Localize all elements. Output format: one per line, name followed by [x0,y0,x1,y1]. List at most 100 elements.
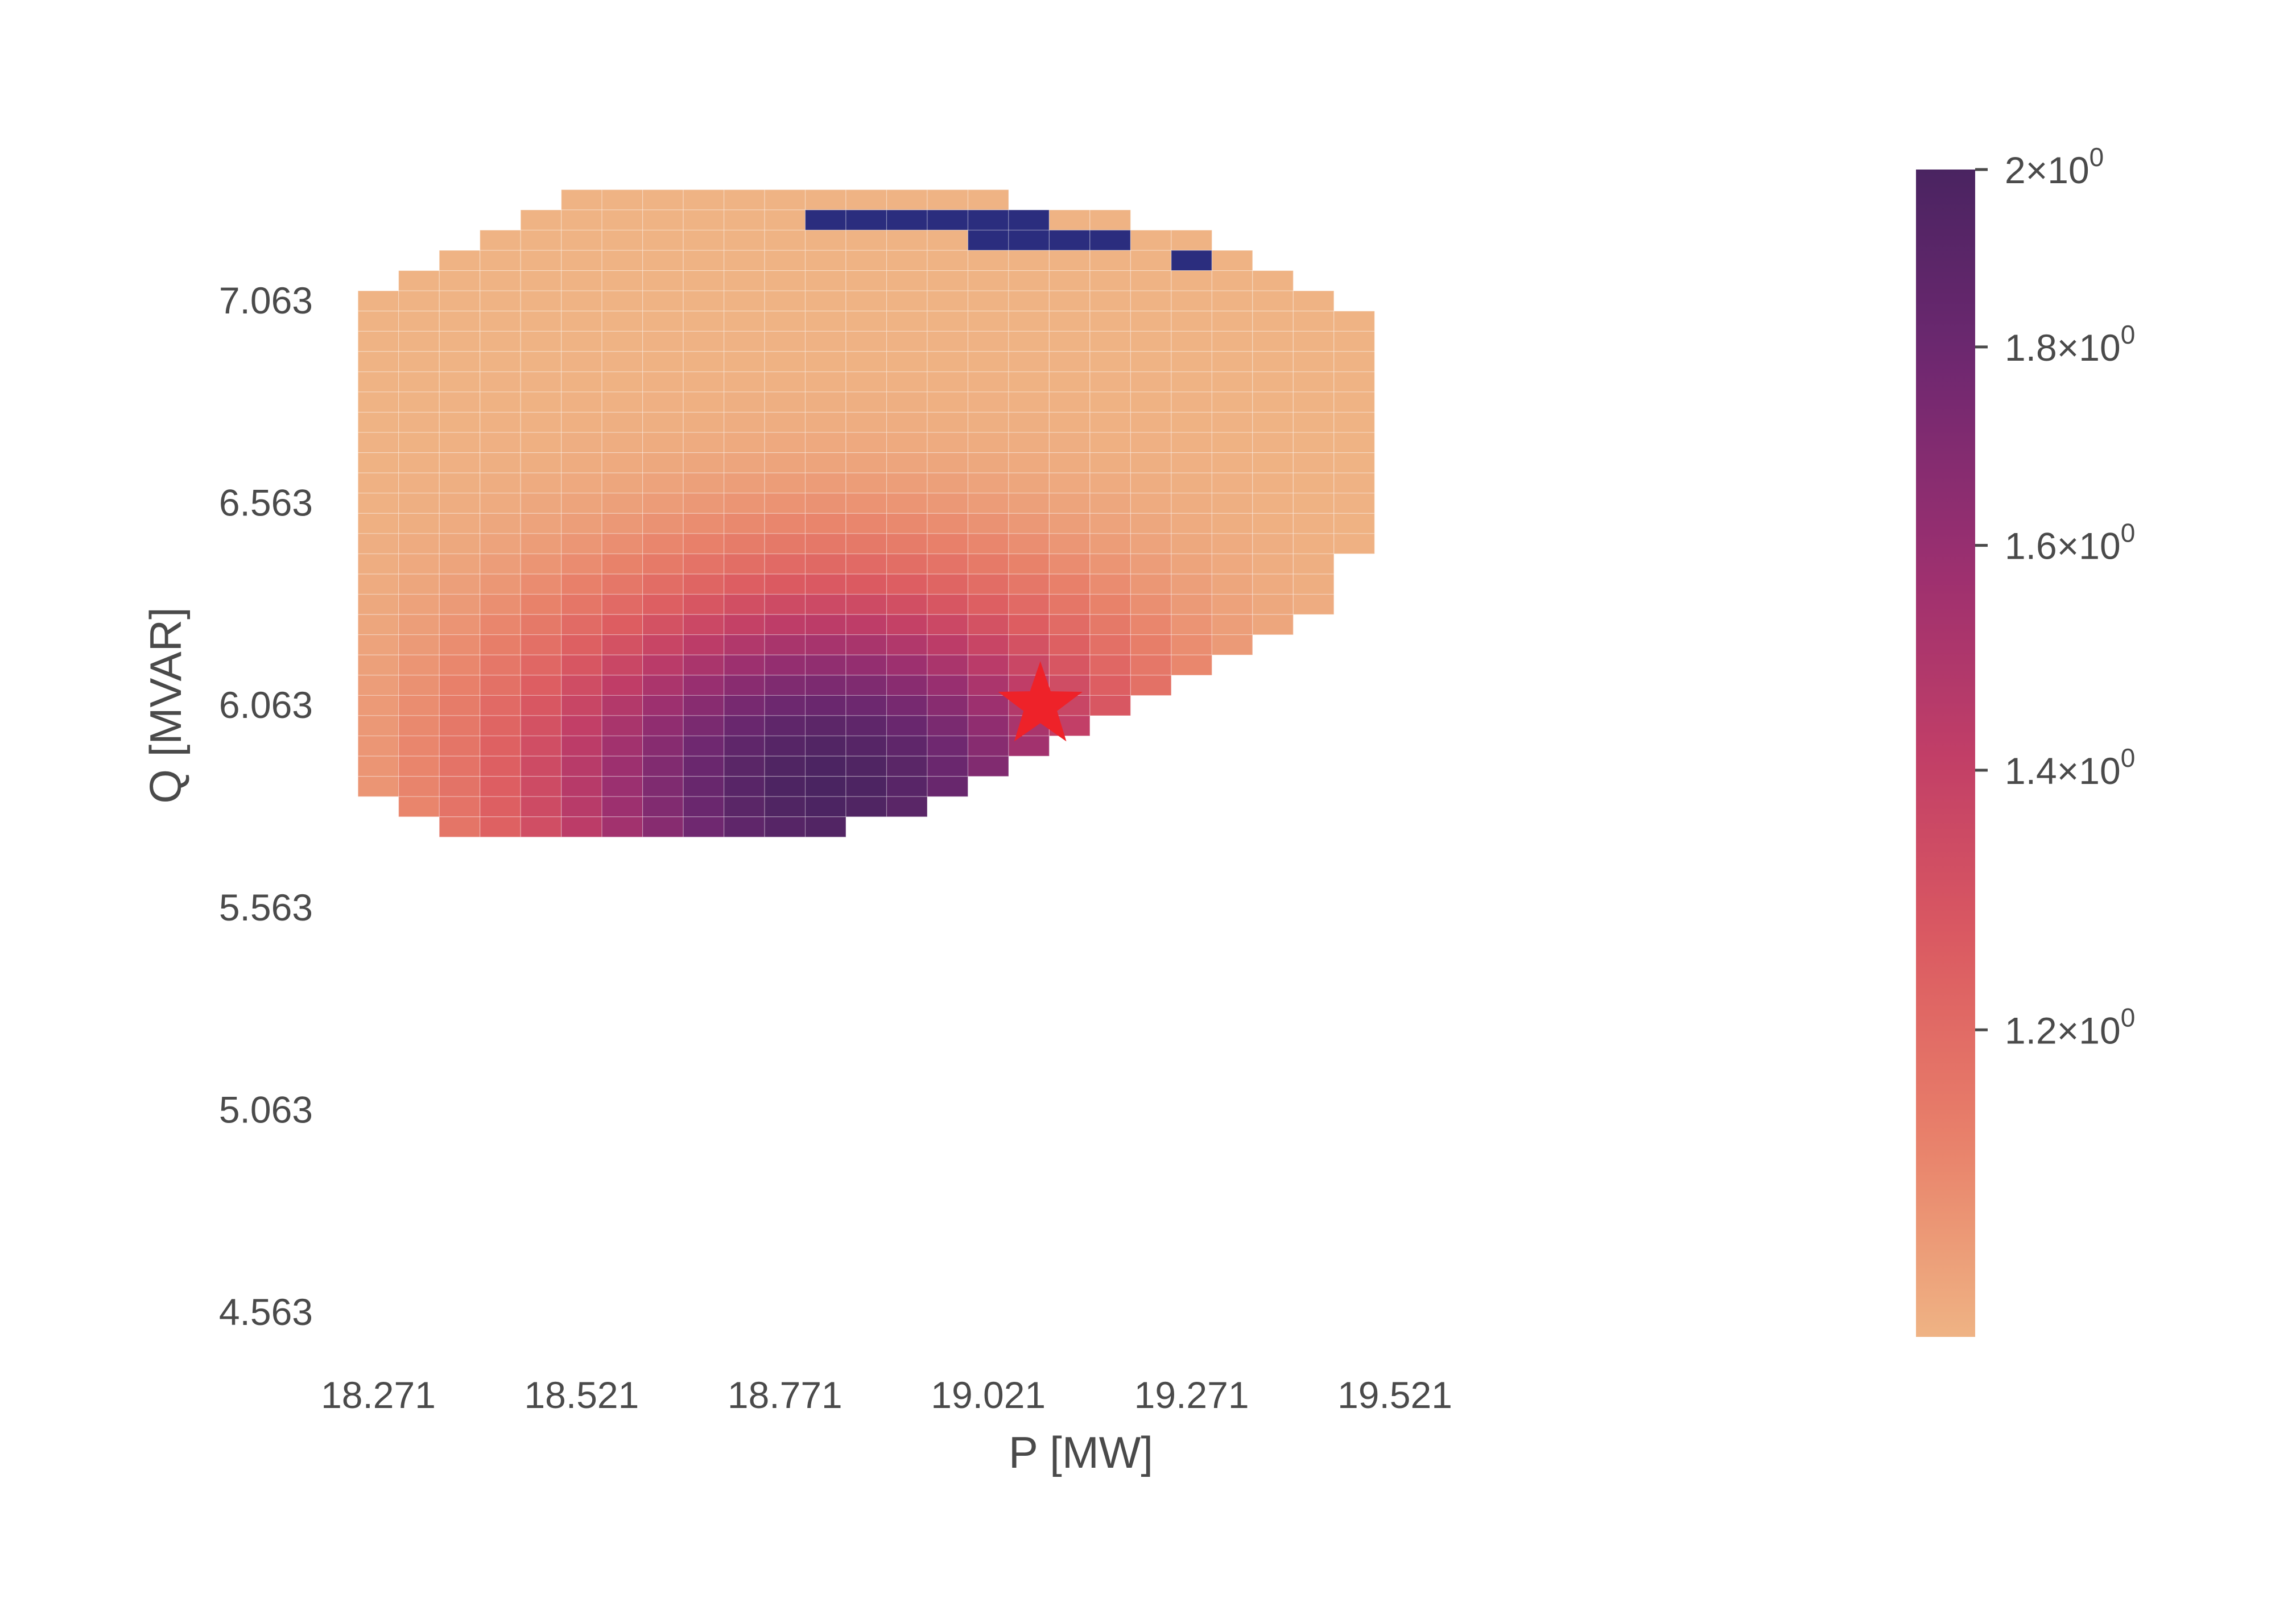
heatmap-cell [398,675,440,696]
heatmap-cell [1171,432,1212,453]
heatmap-cell [601,675,643,696]
heatmap-cell [886,351,928,373]
heatmap-cell [967,634,1009,655]
heatmap-cell [764,290,806,312]
heatmap-cell [804,371,846,393]
heatmap-cell [927,472,969,494]
heatmap-cell [1333,311,1375,332]
x-tick-label: 18.271 [321,1374,436,1416]
heatmap-cell [723,614,765,635]
heatmap-cell [398,513,440,534]
heatmap-cell [764,250,806,271]
heatmap-cell [804,553,846,575]
heatmap-cell [886,229,928,251]
heatmap-cell [1211,533,1253,555]
heatmap-cell [683,391,725,413]
heatmap-cell [927,553,969,575]
heatmap-cell [439,533,481,555]
heatmap-cell [1130,553,1172,575]
heatmap-cell [357,411,399,433]
heatmap-cell [1089,533,1132,555]
heatmap-cell [764,675,806,696]
heatmap-cell [642,472,684,494]
heatmap-cell [1089,411,1132,433]
heatmap-cell [398,573,440,595]
heatmap-cell [967,573,1009,595]
heatmap-cell [601,776,643,797]
heatmap-cell [439,411,481,433]
heatmap-cell [764,270,806,291]
heatmap-cell [1292,411,1335,433]
heatmap-cell [764,432,806,453]
heatmap-cell [357,432,399,453]
heatmap-cell [927,654,969,676]
heatmap-cell [967,432,1009,453]
heatmap-cell [683,250,725,271]
heatmap-cell [927,755,969,777]
heatmap-cell [1171,411,1212,433]
heatmap-cell [967,472,1009,494]
heatmap-cell [601,614,643,635]
heatmap-cell [723,351,765,373]
heatmap-cell [1130,513,1172,534]
heatmap-cell [561,553,602,575]
heatmap-cell [520,675,562,696]
heatmap-cell [398,634,440,655]
heatmap-cell [642,654,684,676]
heatmap-cell [1211,371,1253,393]
heatmap-cell [845,311,887,332]
heatmap-cell [845,189,887,210]
heatmap-cell [1089,472,1132,494]
heatmap-cell [845,270,887,291]
heatmap-cell [398,472,440,494]
heatmap-cell [601,634,643,655]
heatmap-cell [480,290,521,312]
heatmap-cell [1089,331,1132,352]
heatmap-cell [845,755,887,777]
marker-layer [998,661,1083,742]
heatmap-cell [1333,371,1375,393]
heatmap-cell [683,209,725,231]
heatmap-cell [480,351,521,373]
heatmap-cell [1171,593,1212,615]
heatmap-cell [845,493,887,514]
heatmap-cell [804,675,846,696]
heatmap-cell [1292,533,1335,555]
heatmap-cell [1008,472,1050,494]
heatmap-cells [357,189,1375,838]
heatmap-cell [886,432,928,453]
heatmap-cell [601,229,643,251]
x-axis-label: P [MW] [1009,1427,1153,1477]
heatmap-cell [1089,229,1132,251]
heatmap-cell [561,593,602,615]
heatmap-cell [927,614,969,635]
heatmap-cell [723,189,765,210]
heatmap-cell [642,695,684,716]
heatmap-cell [927,331,969,352]
heatmap-cell [927,452,969,473]
heatmap-cell [804,573,846,595]
x-tick-label: 18.771 [728,1374,843,1416]
heatmap-cell [723,735,765,757]
heatmap-cell [723,573,765,595]
heatmap-cell [357,715,399,737]
heatmap-cell [886,735,928,757]
colorbar [1916,170,1975,1337]
heatmap-cell [520,411,562,433]
heatmap-cell [439,331,481,352]
heatmap-cell [1048,654,1091,676]
heatmap-cell [439,290,481,312]
heatmap-cell [561,229,602,251]
x-tick-label: 19.021 [931,1374,1046,1416]
heatmap-cell [967,331,1009,352]
heatmap-cell [1292,290,1335,312]
heatmap-cell [357,452,399,473]
heatmap-cell [1252,432,1294,453]
heatmap-cell [683,593,725,615]
heatmap-cell [1292,371,1335,393]
heatmap-cell [845,371,887,393]
heatmap-cell [886,755,928,777]
heatmap-cell [927,371,969,393]
heatmap-cell [398,391,440,413]
heatmap-cell [764,371,806,393]
